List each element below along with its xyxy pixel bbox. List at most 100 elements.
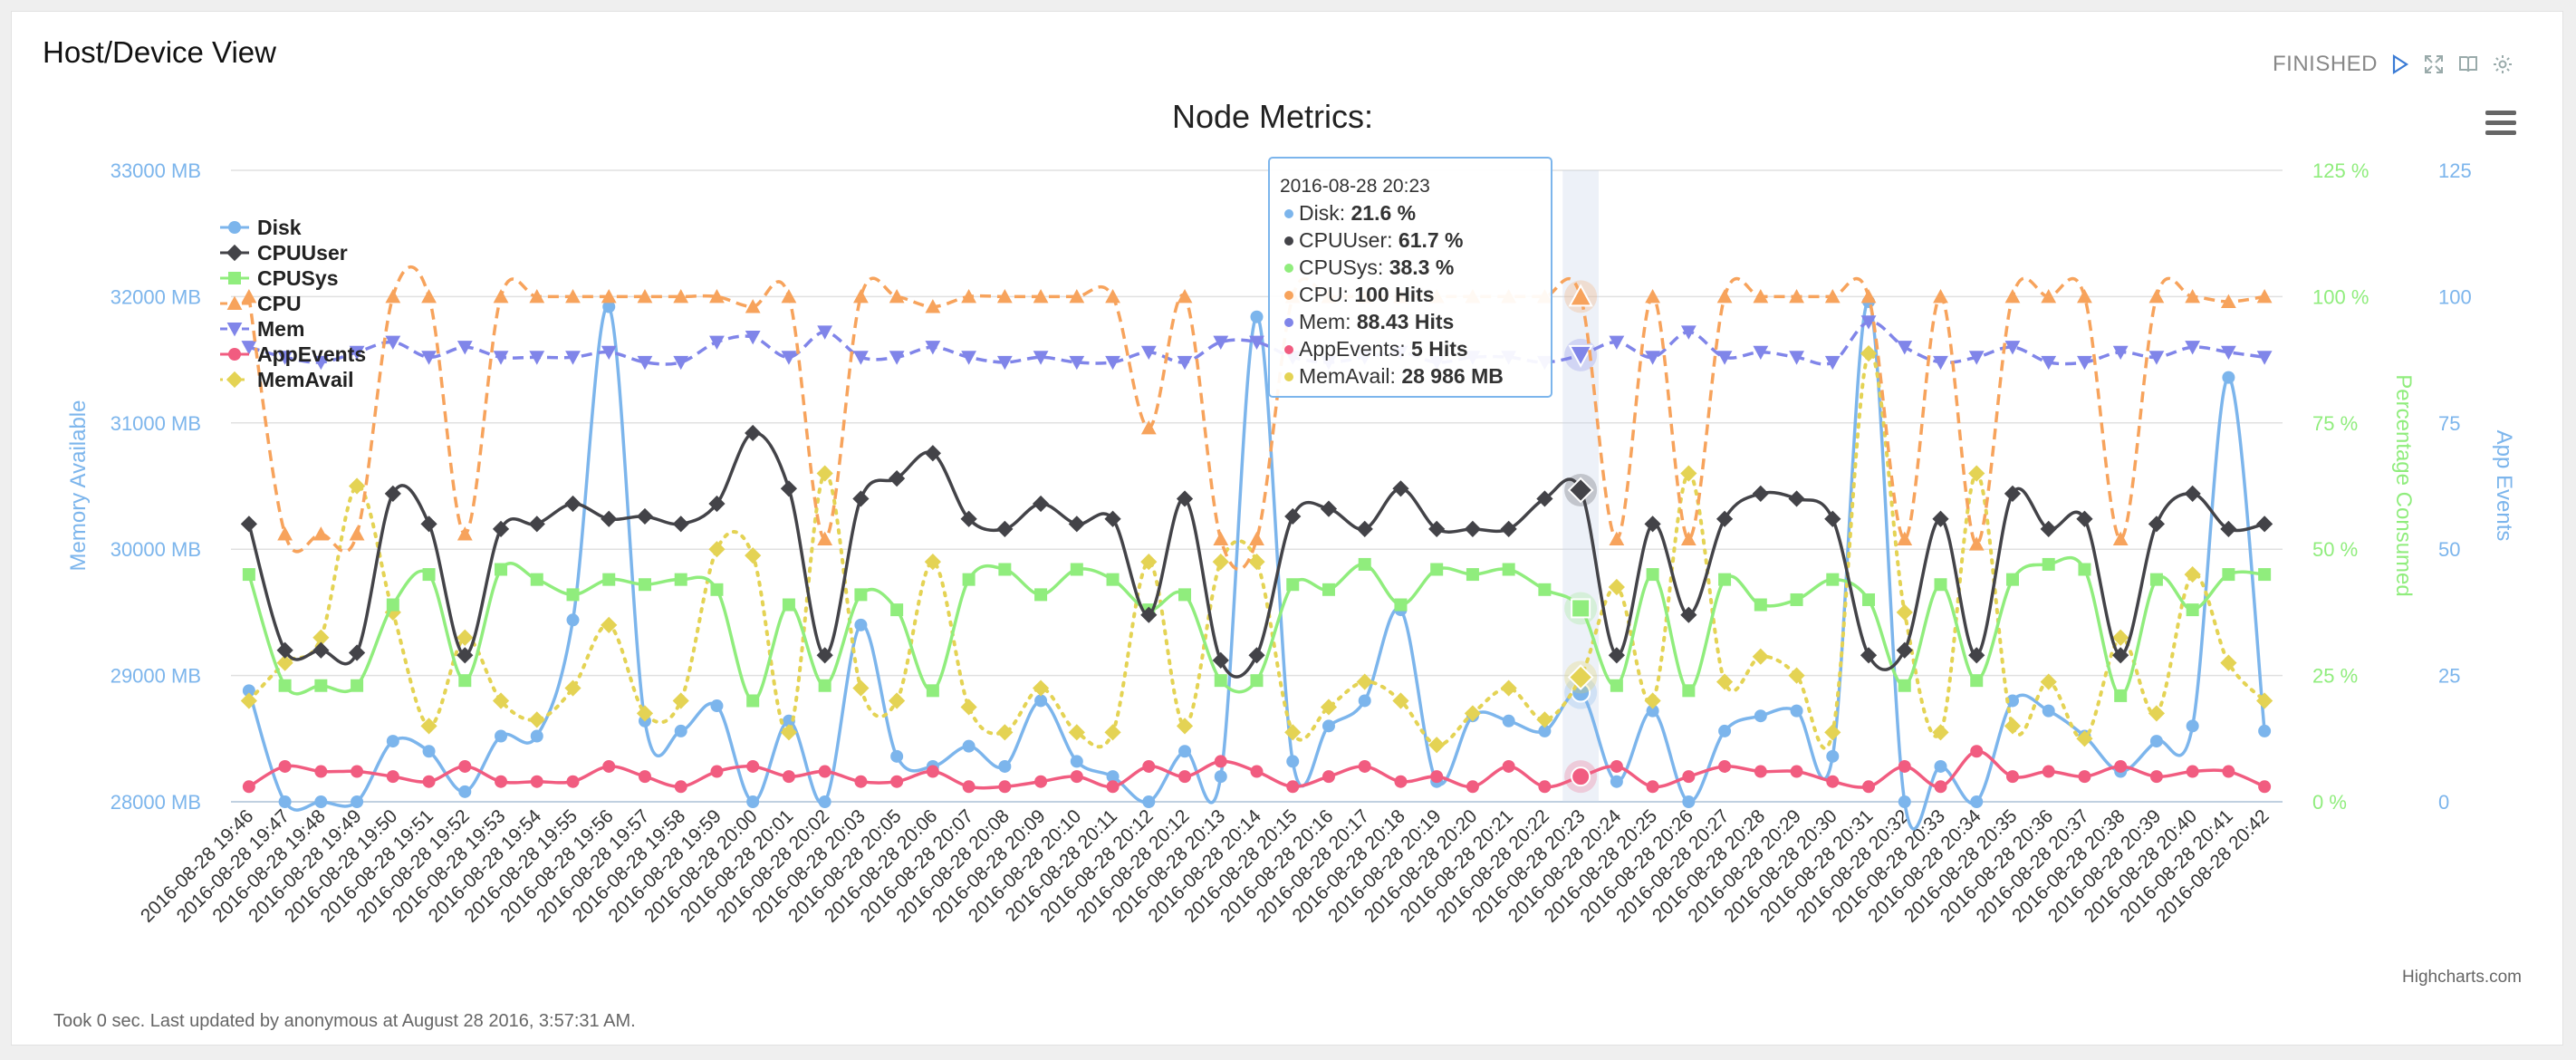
data-point-cpusys <box>1250 674 1264 688</box>
data-point-cpuuser <box>816 647 833 664</box>
data-point-cpusys <box>1466 568 1479 582</box>
data-point-cpu <box>1968 536 1985 551</box>
data-point-memavail <box>312 629 330 646</box>
legend-item-cpu[interactable]: CPU <box>220 292 302 315</box>
data-point-memavail <box>240 692 257 709</box>
data-point-disk <box>2042 704 2055 718</box>
data-point-mem <box>745 331 761 345</box>
data-point-disk <box>1898 795 1911 808</box>
data-point-cpuuser <box>1212 651 1229 669</box>
data-point-cpu <box>457 526 473 541</box>
tooltip-row-value: 21.6 % <box>1351 201 1417 225</box>
legend-item-cpusys[interactable]: CPUSys <box>220 266 338 290</box>
play-icon[interactable] <box>2387 52 2412 77</box>
data-point-disk <box>1610 775 1623 788</box>
legend-item-appevents[interactable]: AppEvents <box>220 342 366 366</box>
data-point-disk <box>1646 704 1659 718</box>
tooltip-bullet <box>1284 209 1293 218</box>
data-point-cpuuser <box>1428 520 1446 537</box>
data-point-cpusys <box>1754 598 1767 612</box>
legend-item-disk[interactable]: Disk <box>220 216 302 239</box>
memory-axis-tick: 28000 MB <box>111 791 201 814</box>
data-point-cpusys <box>2078 563 2091 576</box>
data-point-cpu <box>385 289 401 304</box>
grid-lines <box>231 169 2283 803</box>
data-point-cpusys <box>674 573 687 586</box>
legend-label: Mem <box>257 317 304 341</box>
data-point-cpusys <box>998 563 1012 576</box>
data-point-cpu <box>349 526 365 541</box>
data-point-cpuuser <box>2004 485 2022 502</box>
data-point-cpu <box>1069 289 1085 304</box>
data-point-cpu <box>312 526 329 541</box>
data-point-disk <box>422 745 436 758</box>
legend-label: CPUUser <box>257 241 348 265</box>
data-point-appevents <box>1538 780 1552 794</box>
hamburger-menu-icon[interactable] <box>2477 100 2517 140</box>
data-point-mem <box>457 341 473 355</box>
data-point-mem <box>312 355 329 371</box>
data-point-mem <box>385 335 401 350</box>
data-point-cpusys <box>458 674 472 688</box>
book-icon[interactable] <box>2456 52 2481 77</box>
data-point-mem <box>673 355 689 371</box>
data-point-mem <box>781 351 797 365</box>
data-point-cpuuser <box>780 480 798 497</box>
data-point-cpusys <box>1790 593 1803 606</box>
legend-item-mem[interactable]: Mem <box>220 317 304 341</box>
data-point-memavail <box>1140 554 1158 571</box>
legend-item-cpuuser[interactable]: CPUUser <box>220 241 348 265</box>
data-point-disk <box>1970 795 1984 808</box>
data-point-mem <box>817 325 833 340</box>
data-point-cpu <box>889 289 905 304</box>
data-point-memavail <box>1860 345 1878 362</box>
data-point-disk <box>530 729 543 743</box>
data-point-mem <box>529 351 545 365</box>
data-point-appevents <box>602 759 616 773</box>
tooltip-row-name: CPUSys: <box>1299 255 1389 279</box>
legend-label: CPU <box>257 292 302 315</box>
highcharts-credits[interactable]: Highcharts.com <box>2402 968 2522 987</box>
data-point-cpusys <box>1682 684 1696 698</box>
data-point-mem <box>852 351 869 365</box>
data-point-disk <box>1034 694 1048 708</box>
data-point-appevents <box>710 765 724 778</box>
data-point-cpusys <box>818 679 831 692</box>
gear-icon[interactable] <box>2490 52 2515 77</box>
tooltip-row: CPU: 100 Hits <box>1299 283 1435 306</box>
data-point-memavail <box>492 692 510 709</box>
data-point-cpu <box>1105 289 1120 304</box>
fullscreen-icon[interactable] <box>2421 52 2446 77</box>
data-point-disk <box>314 795 328 808</box>
data-point-appevents <box>890 775 904 788</box>
data-point-disk <box>386 735 399 748</box>
data-point-disk <box>1142 795 1156 808</box>
tooltip-header: 2016-08-28 20:23 <box>1280 176 1430 197</box>
data-point-cpu <box>1140 419 1157 435</box>
data-point-memavail <box>348 477 366 495</box>
data-point-disk <box>1826 749 1840 763</box>
data-point-cpu <box>2112 531 2129 546</box>
data-point-appevents <box>1286 780 1300 794</box>
data-point-memavail <box>1428 737 1446 754</box>
data-point-cpuuser <box>1932 510 1949 527</box>
data-point-memavail <box>457 629 474 646</box>
data-point-cpuuser <box>2184 485 2201 502</box>
events-axis-tick: 50 <box>2438 538 2460 561</box>
data-point-memavail <box>1500 679 1517 697</box>
data-point-cpusys <box>1538 583 1552 596</box>
data-point-cpuuser <box>1716 510 1734 527</box>
data-point-memavail <box>708 541 726 558</box>
data-point-appevents <box>674 780 687 794</box>
data-point-appevents <box>926 765 939 778</box>
data-point-mem <box>601 345 617 361</box>
data-point-mem <box>349 345 365 361</box>
legend-swatch-marker <box>226 371 244 389</box>
legend-item-memavail[interactable]: MemAvail <box>220 368 354 391</box>
data-point-cpuuser <box>1032 495 1050 513</box>
data-point-mem <box>996 355 1013 371</box>
percent-axis-title: Percentage Consumed <box>2391 374 2416 596</box>
percent-axis-tick: 75 % <box>2312 412 2358 435</box>
data-point-mem <box>2112 345 2129 361</box>
data-point-memavail <box>996 724 1014 741</box>
